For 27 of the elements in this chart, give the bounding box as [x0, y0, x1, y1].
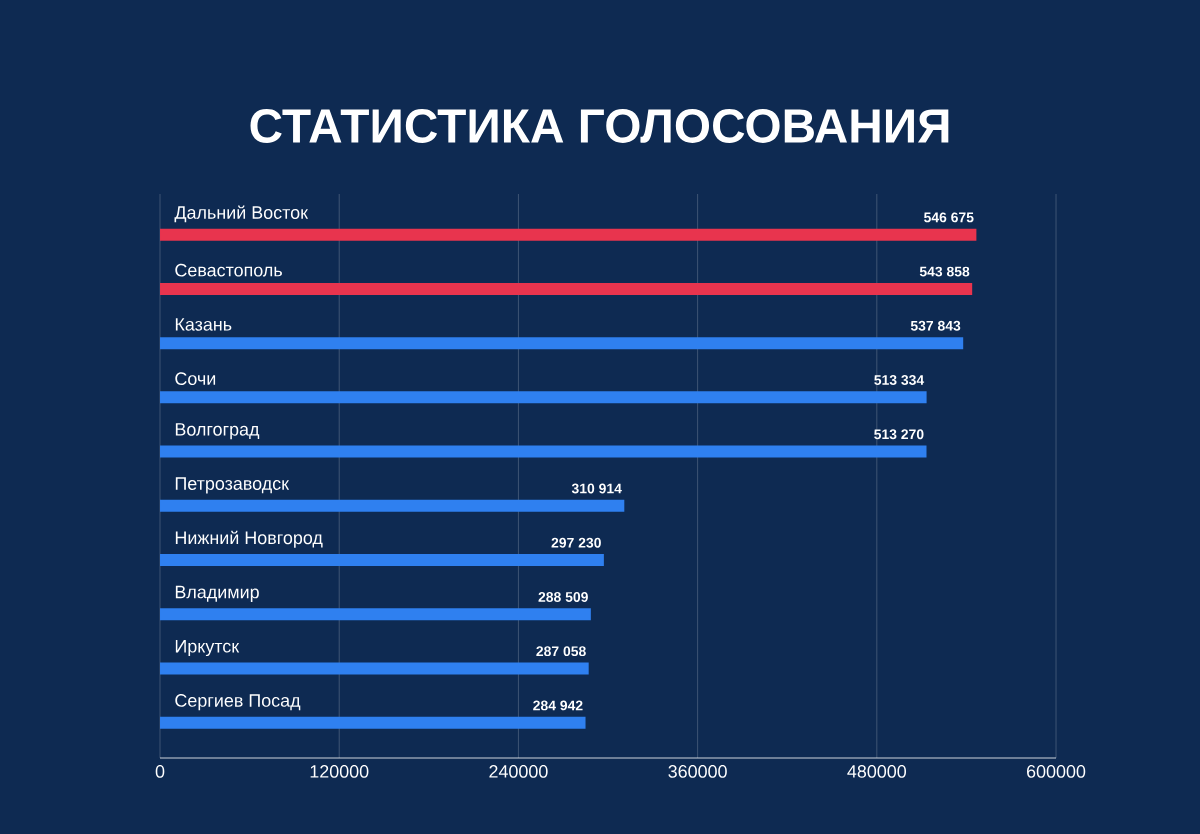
x-tick-label: 480000 [847, 765, 907, 778]
x-tick-label: 600000 [1027, 765, 1086, 778]
y-tick-label: Волгоград [175, 423, 260, 440]
y-tick-label: Казань [175, 318, 232, 331]
bar [160, 662, 589, 675]
chart-title: СТАТИСТИКА ГОЛОСОВАНИЯ [250, 109, 949, 143]
bar [160, 608, 591, 621]
x-tick-label: 0 [155, 765, 165, 778]
bar [160, 228, 977, 241]
bar [160, 445, 927, 458]
y-tick-label: Нижний Новгород [175, 530, 323, 548]
y-tick-label: Сочи [175, 372, 216, 385]
y-tick-label: Дальний Восток [174, 205, 309, 223]
x-tick-label: 120000 [310, 765, 369, 778]
y-tick-label: Сергиев Посад [175, 694, 301, 711]
bar [160, 554, 604, 567]
y-tick-label: Севастополь [175, 263, 282, 277]
x-tick-label: 360000 [668, 765, 727, 778]
bar [160, 499, 625, 512]
bar [160, 716, 586, 729]
x-tick-label: 240000 [489, 765, 548, 778]
y-tick-label: Иркутск [175, 640, 240, 657]
bar [160, 282, 973, 295]
y-tick-label: Петрозаводск [175, 477, 290, 494]
y-tick-label: Владимир [175, 585, 259, 602]
bar [160, 337, 964, 350]
bar [160, 391, 927, 404]
